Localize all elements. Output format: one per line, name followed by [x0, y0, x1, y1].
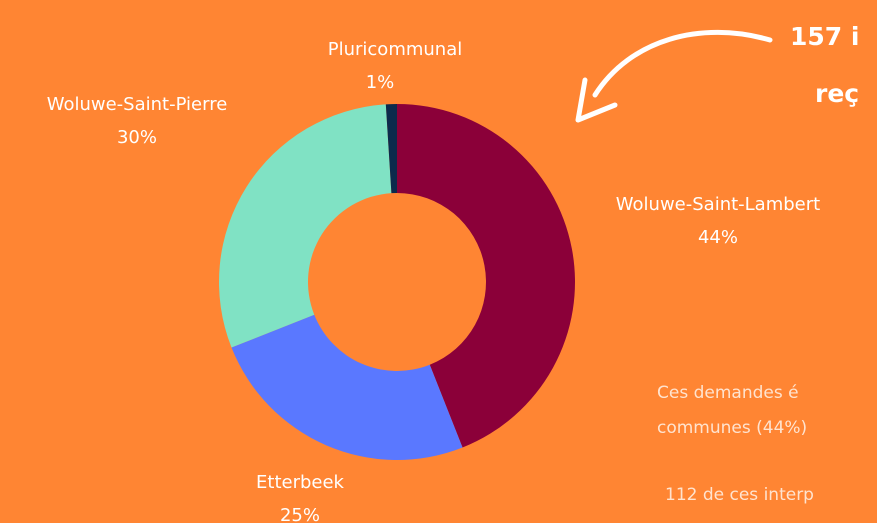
slice-label: Pluricommunal — [328, 39, 463, 60]
annotation: 112 de ces interp — [665, 485, 814, 505]
slice-value-label: 1% — [366, 72, 395, 93]
slice-label: Woluwe-Saint-Pierre — [47, 94, 228, 115]
slice-value-label: 44% — [698, 227, 738, 248]
slice-label: Etterbeek — [256, 472, 345, 493]
arrow-head — [575, 77, 618, 123]
slice — [231, 314, 463, 461]
slice — [385, 104, 397, 194]
slice-value-label: 25% — [280, 505, 320, 523]
annotation: 157 i — [790, 22, 859, 51]
slice-value-label: 30% — [117, 127, 157, 148]
annotation: reç — [815, 79, 859, 108]
slice — [218, 104, 392, 348]
annotation: communes (44%) — [657, 418, 807, 438]
slice — [397, 104, 575, 448]
arrow — [592, 29, 773, 98]
annotation: Ces demandes é — [657, 383, 799, 403]
slice-label: Woluwe-Saint-Lambert — [616, 194, 820, 215]
